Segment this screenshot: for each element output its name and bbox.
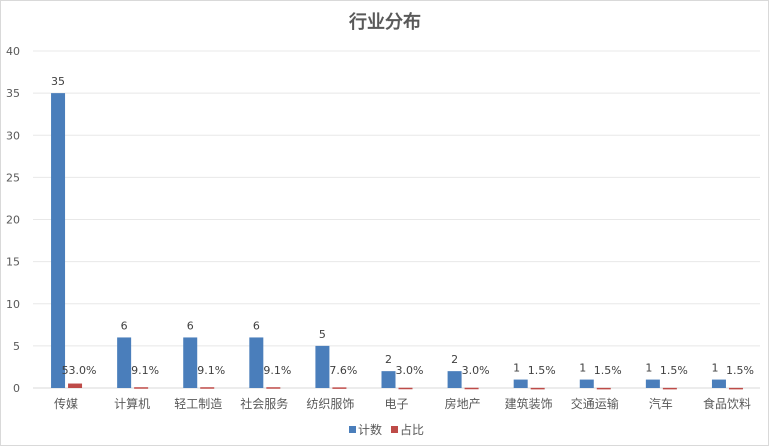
y-tick-label: 10 [6, 298, 20, 311]
x-tick-label: 轻工制造 [174, 397, 222, 411]
bar-计数 [183, 337, 198, 388]
legend-label: 占比 [400, 422, 424, 437]
legend-swatch [391, 426, 398, 433]
bar-占比 [134, 387, 149, 389]
bar-计数 [579, 379, 594, 388]
bar-计数 [315, 345, 330, 388]
data-label: 9.1% [263, 364, 291, 377]
data-label: 1 [513, 362, 520, 375]
x-tick-label: 纺织服饰 [306, 397, 354, 411]
data-label: 7.6% [329, 364, 357, 377]
y-tick-label: 25 [6, 171, 20, 184]
data-label: 3.0% [396, 364, 424, 377]
data-label: 9.1% [131, 364, 159, 377]
data-label: 35 [51, 75, 65, 88]
data-label: 6 [253, 319, 260, 332]
data-label: 1.5% [660, 364, 688, 377]
legend-label: 计数 [358, 422, 382, 437]
x-tick-label: 房地产 [445, 396, 481, 411]
y-tick-label: 35 [6, 87, 20, 100]
bar-计数 [645, 379, 660, 388]
data-label: 1.5% [594, 364, 622, 377]
bar-计数 [249, 337, 264, 388]
bar-计数 [711, 379, 726, 388]
bar-占比 [728, 387, 743, 390]
data-label: 1 [579, 362, 586, 375]
data-label: 53.0% [62, 364, 97, 377]
bar-占比 [398, 387, 413, 390]
y-tick-label: 0 [13, 382, 20, 395]
bar-计数 [117, 337, 132, 388]
bar-占比 [200, 387, 215, 389]
legend-swatch [349, 426, 356, 433]
x-tick-label: 社会服务 [240, 396, 288, 411]
x-tick-label: 食品饮料 [703, 396, 751, 411]
x-tick-label: 交通运输 [571, 396, 619, 411]
bar-计数 [381, 371, 396, 388]
bar-计数 [513, 379, 528, 388]
x-tick-label: 建筑装饰 [505, 396, 553, 411]
chart-title: 行业分布 [348, 11, 421, 33]
bar-占比 [68, 383, 83, 388]
data-label: 1 [645, 362, 652, 375]
y-tick-label: 30 [6, 129, 20, 142]
data-label: 6 [121, 319, 128, 332]
x-tick-label: 传媒 [54, 396, 78, 411]
data-label: 3.0% [462, 364, 490, 377]
bar-占比 [266, 387, 281, 389]
y-tick-label: 15 [6, 256, 20, 269]
y-tick-label: 5 [13, 340, 20, 353]
bar-计数 [51, 93, 66, 388]
bar-占比 [530, 387, 545, 390]
y-tick-label: 20 [6, 214, 20, 227]
data-label: 9.1% [197, 364, 225, 377]
data-label: 5 [319, 328, 326, 341]
y-tick-label: 40 [6, 45, 20, 58]
x-tick-label: 汽车 [649, 396, 673, 411]
bar-占比 [332, 387, 347, 389]
data-label: 2 [451, 353, 458, 366]
x-tick-label: 计算机 [114, 396, 150, 411]
data-label: 1 [711, 362, 718, 375]
x-tick-label: 电子 [384, 397, 408, 411]
bar-占比 [464, 387, 479, 390]
data-label: 1.5% [528, 364, 556, 377]
bar-计数 [447, 371, 462, 388]
bar-占比 [596, 387, 611, 390]
bar-占比 [662, 387, 677, 390]
data-label: 2 [385, 353, 392, 366]
data-label: 1.5% [726, 364, 754, 377]
data-label: 6 [187, 319, 194, 332]
